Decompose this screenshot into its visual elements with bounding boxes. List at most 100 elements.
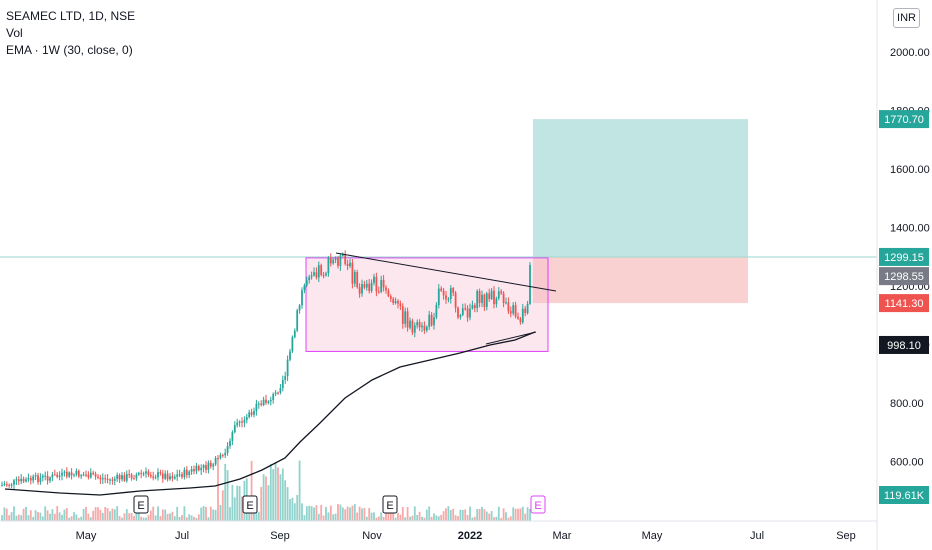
candle-body — [320, 265, 323, 275]
candle-body — [476, 290, 479, 309]
earnings-marker-label: E — [534, 500, 541, 512]
volume-bar — [202, 506, 205, 521]
ascending-trend-line[interactable] — [485, 331, 537, 345]
candle-body — [406, 311, 409, 328]
time-axis[interactable]: May Jul Sep Nov 2022 Mar May Jul Sep — [76, 530, 856, 542]
candle-body — [243, 420, 246, 423]
candle-body — [317, 265, 320, 278]
candle-body — [334, 258, 337, 260]
volume-bar — [154, 515, 157, 521]
volume-bar — [147, 515, 150, 521]
volume-bar — [169, 513, 171, 521]
volume-bar — [485, 511, 488, 521]
volume-bar — [464, 509, 467, 521]
volume-bar — [164, 509, 167, 521]
volume-bar — [341, 507, 344, 521]
volume-bar — [269, 463, 272, 521]
candle-body — [70, 472, 73, 476]
candle-body — [440, 288, 443, 291]
earnings-marker[interactable]: E — [242, 495, 258, 514]
candle-body — [113, 479, 116, 481]
candle-body — [205, 465, 207, 470]
volume-bar — [488, 513, 491, 521]
candle-body — [106, 479, 109, 481]
descending-trend-line[interactable] — [335, 252, 557, 292]
candle-body — [483, 294, 486, 307]
candle-body — [22, 478, 25, 482]
volume-bar — [375, 517, 378, 521]
candle-body — [358, 287, 361, 294]
candle-body — [169, 476, 171, 480]
volume-bar — [58, 512, 61, 521]
candle-body — [404, 311, 407, 324]
earnings-marker-box — [530, 495, 546, 514]
volume-bar — [157, 506, 159, 521]
volume-bar — [233, 497, 236, 521]
volume-bar — [454, 515, 457, 521]
volume-bar — [10, 512, 13, 521]
volume-bar — [529, 509, 531, 521]
volume-bar — [387, 508, 390, 521]
earnings-marker[interactable]: E — [133, 495, 149, 514]
candle-body — [363, 284, 366, 288]
volume-bar — [377, 516, 380, 521]
earnings-marker[interactable]: E — [530, 495, 546, 514]
long-position-target-zone[interactable] — [533, 119, 748, 257]
candle-body — [313, 272, 315, 276]
price-axis-badge: 1298.55 — [879, 267, 929, 286]
candle-body — [497, 291, 500, 299]
candle-body — [3, 484, 6, 486]
volume-bar — [217, 461, 219, 521]
volume-bar — [363, 507, 366, 521]
volume-bar — [421, 516, 423, 521]
volume-bar — [181, 515, 183, 521]
volume-bar — [466, 514, 469, 521]
candle-body — [325, 273, 327, 276]
candle-body — [241, 421, 243, 423]
legend-volume[interactable]: Vol — [6, 26, 23, 40]
volume-bar — [253, 507, 255, 521]
candle-body — [286, 359, 289, 377]
volume-bar — [207, 517, 210, 521]
candle-body — [58, 475, 61, 477]
volume-bar — [413, 506, 416, 521]
volume-bar — [250, 460, 253, 521]
candle-body — [375, 276, 378, 292]
volume-bar — [353, 504, 356, 521]
earnings-marker[interactable]: E — [382, 495, 398, 514]
price-axis-badge-text: 119.61K — [884, 490, 925, 502]
candle-body — [44, 475, 47, 477]
volume-bar — [56, 506, 59, 521]
legend-ema[interactable]: EMA · 1W (30, close, 0) — [6, 43, 133, 57]
volume-bar — [22, 508, 25, 521]
candle-body — [502, 293, 505, 304]
candle-body — [274, 392, 277, 395]
volume-bar — [435, 515, 438, 521]
earnings-marker-box — [382, 495, 398, 514]
candle-body — [37, 475, 39, 483]
time-tick-label: Mar — [553, 530, 572, 542]
candle-body — [284, 376, 287, 380]
candle-body — [289, 351, 291, 360]
candle-body — [437, 288, 440, 306]
candle-body — [332, 259, 335, 264]
candle-body — [226, 446, 229, 453]
volume-bar — [260, 486, 263, 521]
time-tick-label: May — [642, 530, 663, 542]
volume-bar — [519, 508, 522, 521]
volume-bar — [121, 517, 123, 521]
candle-body — [97, 476, 99, 478]
candle-body — [339, 255, 342, 267]
candle-body — [267, 401, 270, 403]
legend-symbol[interactable]: SEAMEC LTD, 1D, NSE — [6, 9, 136, 23]
candle-body — [356, 272, 359, 288]
candle-body — [34, 475, 37, 477]
currency-button[interactable]: INR — [893, 8, 920, 28]
volume-bar — [29, 510, 32, 521]
volume-bar — [75, 514, 78, 521]
candle-body — [233, 425, 236, 433]
candle-body — [255, 403, 258, 412]
long-position-stop-zone[interactable] — [533, 256, 748, 304]
